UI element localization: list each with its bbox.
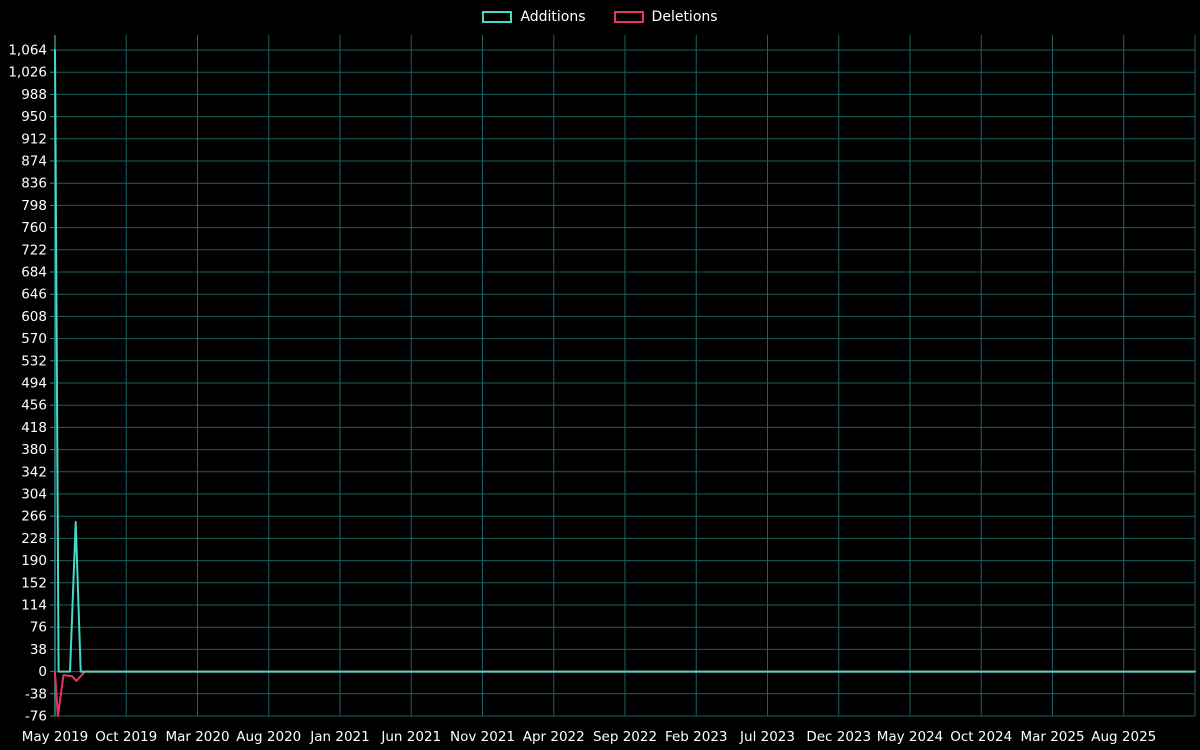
y-tick-label: 266 [21,509,47,525]
y-tick-label: 380 [21,442,47,458]
y-tick-label: 228 [21,531,47,547]
y-tick-label: 912 [21,131,47,147]
y-axis [50,35,56,717]
y-tick-label: 1,026 [8,65,47,81]
y-tick-label: -38 [25,686,47,702]
x-tick-label: Mar 2020 [165,729,229,745]
x-tick-label: May 2024 [877,729,944,745]
y-tick-label: 646 [21,287,47,303]
y-tick-label: 836 [21,176,47,192]
grid-lines [54,35,1196,717]
y-tick-label: 38 [30,642,47,658]
y-tick-label: 1,064 [8,43,47,59]
x-tick-label: Jul 2023 [739,729,795,745]
y-tick-label: 494 [21,376,47,392]
legend-item-deletions[interactable]: Deletions [613,8,718,26]
additions-line [54,49,1196,673]
x-tick-label: Aug 2025 [1091,729,1156,745]
y-tick-label: 456 [21,398,47,414]
y-tick-label: 418 [21,420,47,436]
y-tick-label: 152 [21,575,47,591]
chart-legend: Additions Deletions [0,8,1200,26]
x-axis-labels: May 2019 Oct 2019 Mar 2020 Aug 2020 Jan 2021… [22,729,1157,745]
y-tick-label: 760 [21,220,47,236]
y-tick-label: 684 [21,265,47,281]
legend-deletions-label: Deletions [651,9,718,25]
x-tick-label: Nov 2021 [450,729,515,745]
y-tick-label: 798 [21,198,47,214]
x-tick-label: Oct 2024 [950,729,1012,745]
x-tick-label: Jan 2021 [309,729,369,745]
x-tick-label: Mar 2025 [1020,729,1084,745]
y-tick-label: 950 [21,109,47,125]
y-tick-label: 114 [21,598,47,614]
x-tick-label: Oct 2019 [95,729,157,745]
x-tick-label: Sep 2022 [593,729,657,745]
x-tick-label: Jun 2021 [380,729,441,745]
x-tick-label: May 2019 [22,729,89,745]
y-tick-label: 570 [21,331,47,347]
y-tick-label: 532 [21,353,47,369]
x-tick-label: Apr 2022 [523,729,585,745]
x-tick-label: Dec 2023 [806,729,871,745]
deletions-swatch-icon [613,11,644,23]
y-tick-label: 342 [21,464,47,480]
y-tick-label: -76 [25,709,47,725]
legend-item-additions[interactable]: Additions [482,8,586,26]
series-lines [54,49,1196,717]
y-axis-labels: 1,0641,026988950912874836798760722684646… [8,43,47,725]
legend-additions-label: Additions [520,9,586,25]
y-tick-label: 76 [30,620,47,636]
additions-swatch-icon [482,11,513,23]
y-tick-label: 608 [21,309,47,325]
y-tick-label: 304 [21,487,47,503]
y-tick-label: 190 [21,553,47,569]
y-tick-label: 722 [21,242,47,258]
y-tick-label: 874 [21,154,47,170]
y-tick-label: 0 [38,664,47,680]
x-tick-label: Aug 2020 [236,729,301,745]
y-tick-label: 988 [21,87,47,103]
x-tick-label: Feb 2023 [665,729,728,745]
